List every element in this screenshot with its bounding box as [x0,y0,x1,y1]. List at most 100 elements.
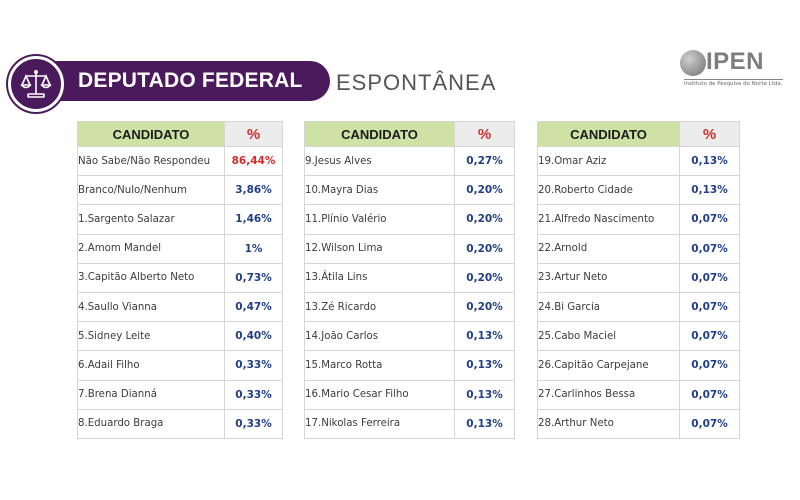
candidate-percent: 0,27% [454,145,515,177]
candidates-table-1: CANDIDATO % Não Sabe/Não Respondeu 86,44%… [77,121,283,439]
candidate-name: 13.Átila Lins [304,262,455,293]
table-row: 9.Jesus Alves 0,27% [304,145,515,177]
table-row: 11.Plínio Valério 0,20% [304,204,515,235]
table-row: 10.Mayra Dias 0,20% [304,175,515,206]
percent-column-header: % [454,121,515,147]
candidate-name: 5.Sidney Leite [77,321,225,352]
candidate-name: 15.Marco Rotta [304,350,455,381]
candidate-percent: 0,13% [454,408,515,439]
table-row: 19.Omar Aziz 0,13% [537,145,740,177]
candidate-name: 4.Saullo Vianna [77,291,225,323]
table-row: 8.Eduardo Braga 0,33% [77,408,283,439]
candidate-name: 26.Capitão Carpejane [537,350,680,381]
candidates-table-2: CANDIDATO % 9.Jesus Alves 0,27% 10.Mayra … [304,121,515,439]
table-row: 22.Arnold 0,07% [537,233,740,264]
candidate-name: 2.Amom Mandel [77,233,225,264]
candidate-name: 14.João Carlos [304,321,455,352]
table-row: 26.Capitão Carpejane 0,07% [537,350,740,381]
table-row: 15.Marco Rotta 0,13% [304,350,515,381]
candidate-percent: 0,07% [679,350,740,381]
candidate-name: 3.Capitão Alberto Neto [77,262,225,293]
candidate-name: 19.Omar Aziz [537,145,680,177]
candidate-percent: 0,20% [454,204,515,235]
candidate-name: 11.Plínio Valério [304,204,455,235]
table-header: CANDIDATO % [537,121,740,147]
candidates-table-3: CANDIDATO % 19.Omar Aziz 0,13% 20.Roberto… [537,121,740,439]
table-row: 12.Wilson Lima 0,20% [304,233,515,264]
title-banner: DEPUTADO FEDERAL [8,56,330,112]
table-row: Não Sabe/Não Respondeu 86,44% [77,145,283,177]
candidate-percent: 0,20% [454,262,515,293]
candidate-percent: 0,40% [224,321,283,352]
candidate-percent: 86,44% [224,145,283,177]
logo-tagline: Instituto de Pesquisa do Norte Ltda. [684,79,783,87]
candidate-name: 9.Jesus Alves [304,145,455,177]
table-row: 1.Sargento Salazar 1,46% [77,204,283,235]
candidate-percent: 0,13% [679,145,740,177]
candidate-percent: 0,73% [224,262,283,293]
candidate-name: 8.Eduardo Braga [77,408,225,439]
scales-of-justice-icon [20,70,52,98]
candidate-percent: 0,07% [679,321,740,352]
candidate-percent: 0,07% [679,262,740,293]
candidate-name: 24.Bi Garcia [537,291,680,323]
table-row: 2.Amom Mandel 1% [77,233,283,264]
candidate-name: 6.Adail Filho [77,350,225,381]
candidate-percent: 0,07% [679,204,740,235]
percent-column-header: % [679,121,740,147]
table-row: 16.Mario Cesar Filho 0,13% [304,379,515,410]
candidate-name: 17.Nikolas Ferreira [304,408,455,439]
percent-column-header: % [224,121,283,147]
table-row: 23.Artur Neto 0,07% [537,262,740,293]
title-badge [8,56,64,112]
table-row: 4.Saullo Vianna 0,47% [77,291,283,323]
candidate-name: 23.Artur Neto [537,262,680,293]
candidate-name: Branco/Nulo/Nenhum [77,175,225,206]
candidate-name: 25.Cabo Maciel [537,321,680,352]
table-row: 14.João Carlos 0,13% [304,321,515,352]
candidate-percent: 0,07% [679,291,740,323]
table-row: 7.Brena Dianná 0,33% [77,379,283,410]
table-row: 27.Carlinhos Bessa 0,07% [537,379,740,410]
candidate-percent: 0,20% [454,291,515,323]
table-row: 13.Átila Lins 0,20% [304,262,515,293]
table-header: CANDIDATO % [304,121,515,147]
candidate-name: 22.Arnold [537,233,680,264]
table-row: 17.Nikolas Ferreira 0,13% [304,408,515,439]
candidate-percent: 0,13% [679,175,740,206]
candidate-percent: 0,47% [224,291,283,323]
table-row: 6.Adail Filho 0,33% [77,350,283,381]
table-row: 5.Sidney Leite 0,40% [77,321,283,352]
candidate-percent: 0,13% [454,321,515,352]
candidate-name: 27.Carlinhos Bessa [537,379,680,410]
candidate-percent: 3,86% [224,175,283,206]
candidate-percent: 0,33% [224,379,283,410]
candidate-name: 12.Wilson Lima [304,233,455,264]
table-row: 21.Alfredo Nascimento 0,07% [537,204,740,235]
candidate-name: 20.Roberto Cidade [537,175,680,206]
candidate-percent: 0,20% [454,233,515,264]
candidate-name: 28.Arthur Neto [537,408,680,439]
candidate-percent: 0,20% [454,175,515,206]
candidate-name: Não Sabe/Não Respondeu [77,145,225,177]
table-row: 25.Cabo Maciel 0,07% [537,321,740,352]
table-row: 3.Capitão Alberto Neto 0,73% [77,262,283,293]
candidate-percent: 1,46% [224,204,283,235]
candidate-percent: 0,07% [679,408,740,439]
candidate-percent: 0,07% [679,233,740,264]
title-banner-bar [30,61,330,101]
table-row: 28.Arthur Neto 0,07% [537,408,740,439]
candidate-percent: 0,33% [224,350,283,381]
candidate-name: 13.Zé Ricardo [304,291,455,323]
candidate-name: 1.Sargento Salazar [77,204,225,235]
candidate-name: 16.Mario Cesar Filho [304,379,455,410]
table-header: CANDIDATO % [77,121,283,147]
ipen-logo: IPEN Instituto de Pesquisa do Norte Ltda… [680,48,790,90]
page-subtitle: ESPONTÂNEA [336,70,497,95]
candidate-column-header: CANDIDATO [77,121,225,147]
candidate-percent: 0,13% [454,379,515,410]
candidate-name: 7.Brena Dianná [77,379,225,410]
table-row: Branco/Nulo/Nenhum 3,86% [77,175,283,206]
table-row: 20.Roberto Cidade 0,13% [537,175,740,206]
candidate-percent: 1% [224,233,283,264]
